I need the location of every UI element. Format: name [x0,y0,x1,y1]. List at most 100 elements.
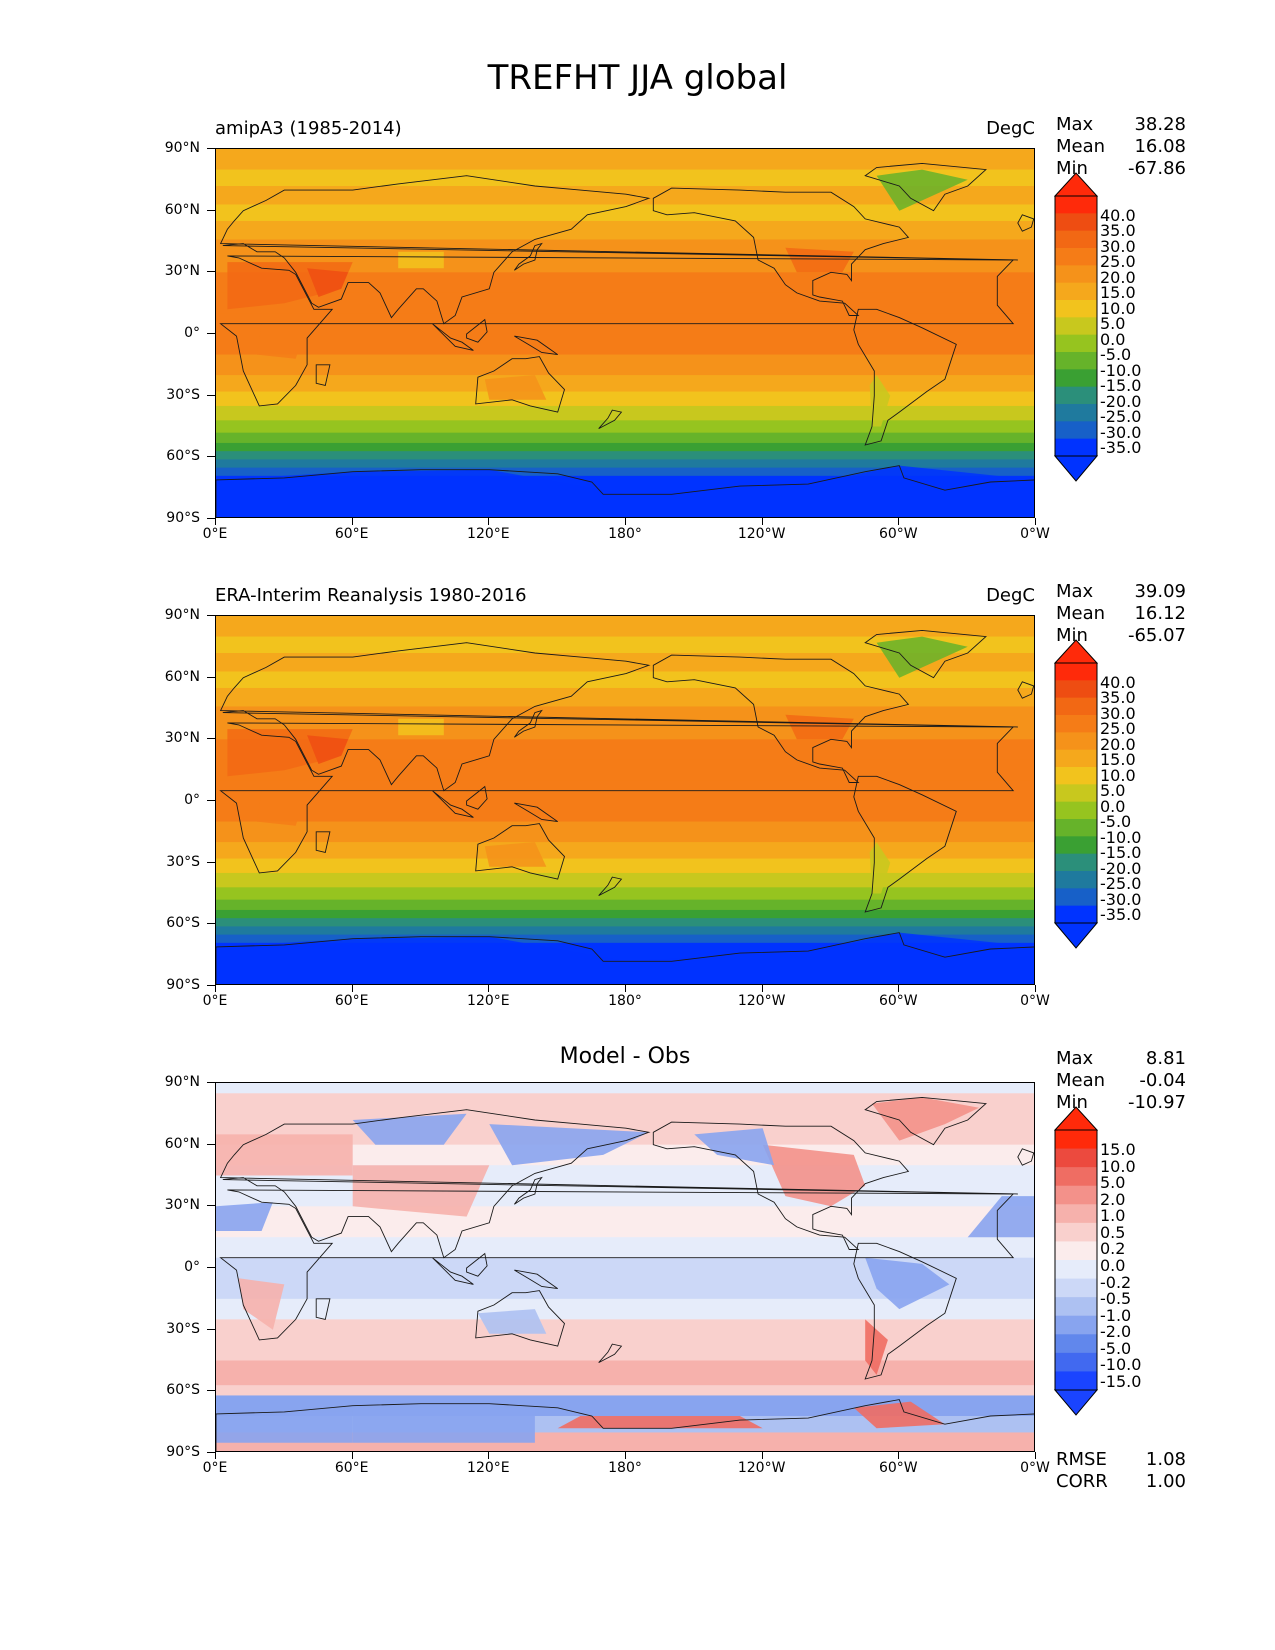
colorbar-label: -30.0 [1100,889,1142,909]
temp-region [257,790,308,826]
x-tick-label: 0°E [202,993,228,1009]
x-tick-label: 120°E [467,526,510,542]
stat-min: Min -67.86 [1056,158,1186,180]
coastline [514,802,558,823]
y-tick-label: 90°N [164,1074,200,1090]
colorbar-outline [1054,195,1098,457]
temp-band [216,653,1034,672]
x-tick [215,1452,216,1459]
coastline [219,1189,1015,1341]
colorbar-segment [1055,1352,1097,1372]
temp-band [216,169,1034,187]
y-tick-label: 90°N [164,607,200,623]
y-tick [207,861,215,863]
temp-region [869,375,891,427]
colorbar-label: -5.0 [1100,1338,1132,1358]
colorbar-outline [1054,1129,1098,1391]
x-tick-label: 180° [608,993,642,1009]
colorbar-segment [1055,213,1097,232]
colorbar-label: 5.0 [1100,1173,1126,1193]
panel-units: DegC [986,585,1035,606]
diff-region [216,1134,353,1176]
colorbar-label: 40.0 [1100,673,1136,692]
coastline [598,876,623,896]
y-tick-label: 60°S [166,1382,200,1399]
colorbar-segment [1055,853,1097,872]
coastline [219,175,1018,325]
colorbar-segment [1055,1204,1097,1224]
x-tick-label: 0°E [202,526,228,542]
stat-key: Min [1056,1092,1088,1113]
stat-key: Mean [1056,136,1106,157]
temp-band [216,405,1034,421]
x-tick-label: 120°W [737,526,786,542]
diff-region [694,1128,775,1166]
colorbar-label: -15.0 [1100,376,1142,396]
colorbar-segment [1055,438,1097,457]
y-tick [207,1328,215,1330]
coastline [219,642,1018,792]
colorbar-segment [1055,767,1097,785]
y-tick [207,615,215,616]
stat-value: 39.09 [1134,581,1186,602]
x-tick-label: 60°E [334,993,369,1009]
temp-region [398,718,444,736]
y-tick-label: 30°N [164,263,200,280]
colorbar-label: -20.0 [1100,391,1142,411]
stat-corr: CORR 1.00 [1056,1471,1186,1493]
temp-band [216,801,1034,823]
temp-band [216,687,1034,707]
x-tick [351,1452,353,1459]
map-svg [216,149,1034,517]
coastline [216,465,1034,517]
y-tick [207,1082,215,1083]
stat-mean: Mean 16.08 [1056,136,1186,158]
stat-key: CORR [1056,1471,1108,1492]
colorbar-segment [1055,1278,1097,1298]
colorbar-segment [1055,334,1097,353]
colorbar-segment [1055,317,1097,336]
colorbar-label: 40.0 [1100,206,1136,225]
x-tick [898,985,900,992]
colorbar-label: -10.0 [1100,1355,1142,1375]
stat-value: -10.97 [1127,1092,1186,1113]
x-tick [761,1452,763,1459]
colorbar-segment [1055,1297,1097,1317]
diff-band [216,1319,1034,1361]
y-tick [207,1205,215,1207]
diff-band [216,1385,1034,1396]
coastlines [216,1096,1034,1451]
coastline [475,1290,566,1347]
coastline [216,1399,1034,1451]
y-tick-label: 60°N [164,201,200,218]
colorbar-min-arrow [1054,455,1098,482]
temp-band [216,858,1034,874]
colorbar-label: 0.0 [1100,1256,1126,1275]
colorbar-label: -20.0 [1100,858,1142,878]
temp-band [216,616,1034,638]
colorbar-segment [1055,386,1097,405]
stat-rmse: RMSE 1.08 [1056,1449,1186,1471]
stat-key: Max [1056,1048,1094,1069]
colorbar-label: -10.0 [1100,360,1142,380]
colorbar-segment [1055,196,1097,214]
colorbar-max-arrow [1054,172,1098,197]
stat-max: Max 38.28 [1056,114,1186,136]
colorbar-segment [1055,1185,1097,1205]
coastline [466,1252,488,1277]
colorbar-segment [1055,404,1097,422]
colorbar-label: 20.0 [1100,734,1136,754]
y-tick-label: 60°N [164,1135,200,1152]
colorbar [1054,639,1098,949]
colorbar-label: 25.0 [1100,252,1136,272]
x-tick [625,518,626,525]
colorbar-segment [1055,819,1097,837]
x-tick [1035,1452,1036,1459]
colorbar-label: 15.0 [1100,1140,1136,1159]
y-tick-label: 0° [184,1259,200,1275]
colorbar-label: -25.0 [1100,874,1142,894]
y-tick-label: 90°S [166,510,200,526]
temp-band [216,909,1034,919]
coastline [216,932,1034,984]
colorbar-label: 15.0 [1100,750,1136,770]
